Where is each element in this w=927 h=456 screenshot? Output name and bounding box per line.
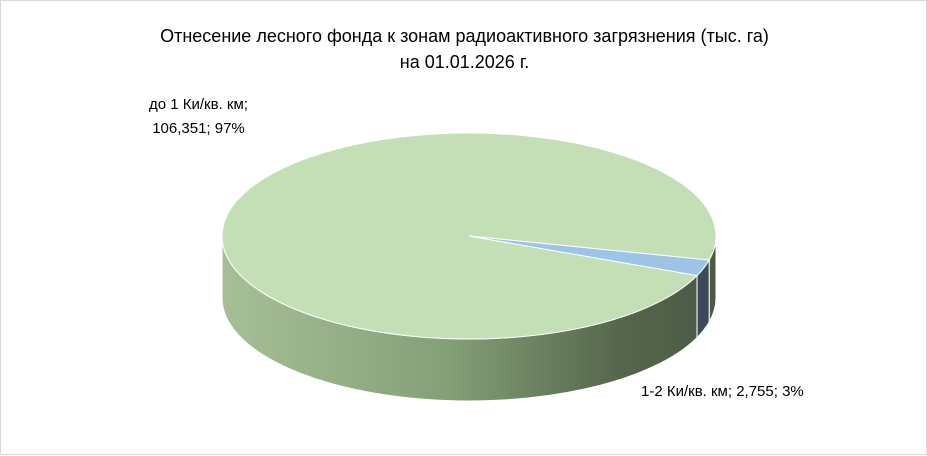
data-label-major-value: 106,351; 97% [152, 120, 245, 137]
chart-title-line-2: на 01.01.2026 г. [399, 52, 530, 72]
data-label-major-category: до 1 Ки/кв. км; [149, 96, 248, 113]
pie-slice-2 [468, 235, 710, 277]
chart-title-line-1: Отнесение лесного фонда к зонам радиоакт… [160, 26, 769, 46]
pie-slice-1 [221, 132, 717, 340]
data-label-major: до 1 Ки/кв. км; 106,351; 97% [149, 93, 248, 141]
pie-slices [221, 132, 717, 340]
chart-title: Отнесение лесного фонда к зонам радиоакт… [1, 23, 927, 75]
data-label-minor: 1-2 Ки/кв. км; 2,755; 3% [641, 383, 804, 400]
